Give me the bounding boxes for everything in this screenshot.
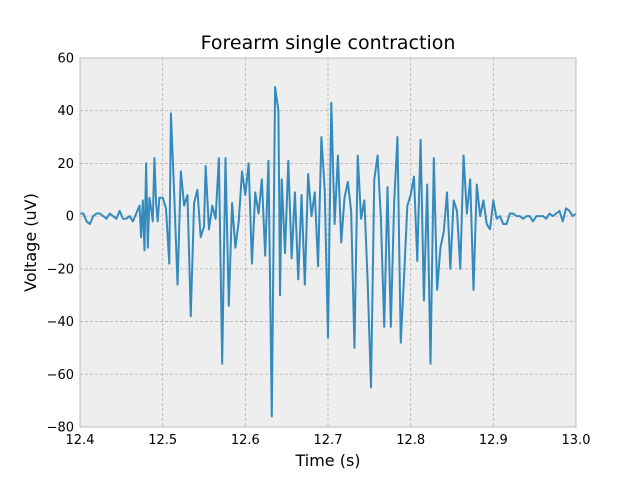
- x-tick-label: 12.5: [148, 433, 177, 448]
- y-tick-label: 20: [57, 157, 74, 172]
- tick-labels: 12.4 12.5 12.6 12.7 12.8 12.9 13.0 −80 −60 −40 −20…: [47, 52, 591, 449]
- y-tick-label: 60: [57, 52, 74, 67]
- y-tick-label: 40: [57, 104, 74, 119]
- x-axis-label: Time (s): [294, 451, 360, 470]
- x-tick-label: 12.4: [66, 433, 95, 448]
- x-tick-label: 12.6: [231, 433, 260, 448]
- y-tick-label: −40: [47, 315, 74, 330]
- y-tick-label: −80: [47, 421, 74, 436]
- y-tick-label: 0: [66, 210, 74, 225]
- series-line: [80, 85, 577, 418]
- plot-frame: [79, 57, 577, 428]
- y-tick-label: −60: [47, 368, 74, 383]
- chart-title: Forearm single contraction: [201, 32, 456, 54]
- x-tick-label: 13.0: [562, 433, 591, 448]
- x-tick-label: 12.8: [396, 433, 425, 448]
- x-tick-label: 12.9: [479, 433, 508, 448]
- y-axis-label: Voltage (uV): [21, 193, 40, 292]
- x-tick-label: 12.7: [314, 433, 343, 448]
- y-tick-label: −20: [47, 262, 74, 277]
